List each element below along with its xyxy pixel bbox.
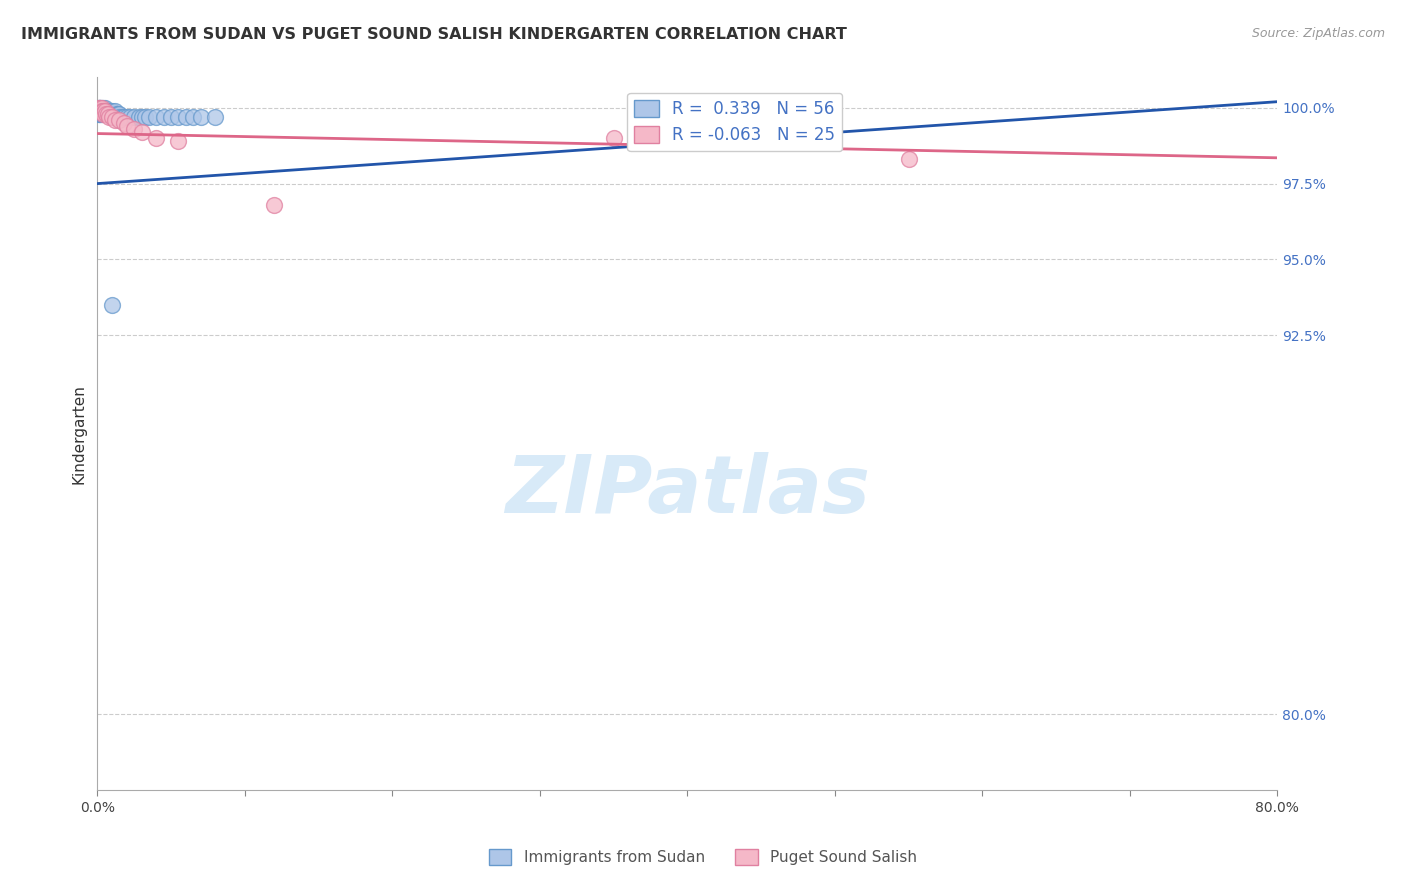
Point: [111, 110, 134, 124]
Point: [89, 101, 111, 115]
Point: [107, 107, 129, 121]
Point: [104, 103, 127, 118]
Point: [87, 101, 110, 115]
Point: [108, 110, 131, 124]
Point: [98, 107, 121, 121]
Point: [104, 112, 127, 127]
Point: [100, 103, 122, 118]
Point: [101, 103, 124, 118]
Point: [108, 107, 131, 121]
Point: [145, 110, 167, 124]
Point: [100, 107, 122, 121]
Point: [91, 103, 114, 118]
Point: [181, 110, 204, 124]
Point: [122, 110, 145, 124]
Point: [160, 110, 183, 124]
Point: [167, 110, 190, 124]
Point: [89, 103, 111, 118]
Point: [89, 103, 111, 118]
Point: [90, 107, 112, 121]
Point: [91, 101, 114, 115]
Point: [145, 131, 167, 145]
Text: Source: ZipAtlas.com: Source: ZipAtlas.com: [1251, 27, 1385, 40]
Point: [90, 103, 112, 118]
Point: [105, 107, 128, 121]
Point: [101, 298, 124, 312]
Point: [89, 107, 111, 121]
Point: [90, 103, 112, 118]
Point: [91, 107, 114, 121]
Point: [87, 101, 110, 115]
Point: [167, 134, 190, 148]
Point: [108, 112, 131, 127]
Point: [131, 110, 153, 124]
Point: [93, 107, 115, 121]
Point: [263, 198, 285, 212]
Point: [112, 116, 135, 130]
Point: [96, 107, 118, 121]
Point: [174, 110, 197, 124]
Point: [103, 107, 125, 121]
Point: [91, 103, 114, 118]
Point: [122, 122, 145, 136]
Point: [602, 131, 624, 145]
Point: [112, 110, 135, 124]
Y-axis label: Kindergarten: Kindergarten: [72, 384, 86, 483]
Point: [87, 103, 110, 118]
Point: [98, 103, 121, 118]
Point: [897, 153, 920, 167]
Point: [101, 110, 124, 124]
Point: [91, 103, 114, 118]
Point: [134, 110, 156, 124]
Point: [138, 110, 160, 124]
Text: IMMIGRANTS FROM SUDAN VS PUGET SOUND SALISH KINDERGARTEN CORRELATION CHART: IMMIGRANTS FROM SUDAN VS PUGET SOUND SAL…: [21, 27, 846, 42]
Legend: R =  0.339   N = 56, R = -0.063   N = 25: R = 0.339 N = 56, R = -0.063 N = 25: [627, 93, 842, 151]
Point: [97, 103, 120, 118]
Point: [190, 110, 212, 124]
Text: ZIPatlas: ZIPatlas: [505, 452, 870, 530]
Point: [118, 110, 141, 124]
Point: [90, 101, 112, 115]
Point: [89, 103, 111, 118]
Point: [90, 107, 112, 121]
Point: [93, 103, 115, 118]
Point: [131, 125, 153, 139]
Point: [97, 107, 120, 121]
Point: [204, 110, 226, 124]
Point: [87, 103, 110, 118]
Point: [96, 103, 118, 118]
Point: [87, 107, 110, 121]
Point: [97, 107, 120, 121]
Point: [87, 107, 110, 121]
Point: [89, 101, 111, 115]
Point: [101, 107, 124, 121]
Point: [128, 110, 150, 124]
Point: [89, 101, 111, 115]
Point: [93, 103, 115, 118]
Point: [87, 101, 110, 115]
Point: [104, 110, 127, 124]
Point: [87, 103, 110, 118]
Point: [98, 110, 121, 124]
Point: [152, 110, 174, 124]
Point: [87, 101, 110, 115]
Point: [93, 101, 115, 115]
Point: [96, 107, 118, 121]
Point: [115, 119, 138, 133]
Point: [115, 110, 138, 124]
Point: [90, 101, 112, 115]
Legend: Immigrants from Sudan, Puget Sound Salish: Immigrants from Sudan, Puget Sound Salis…: [482, 843, 924, 871]
